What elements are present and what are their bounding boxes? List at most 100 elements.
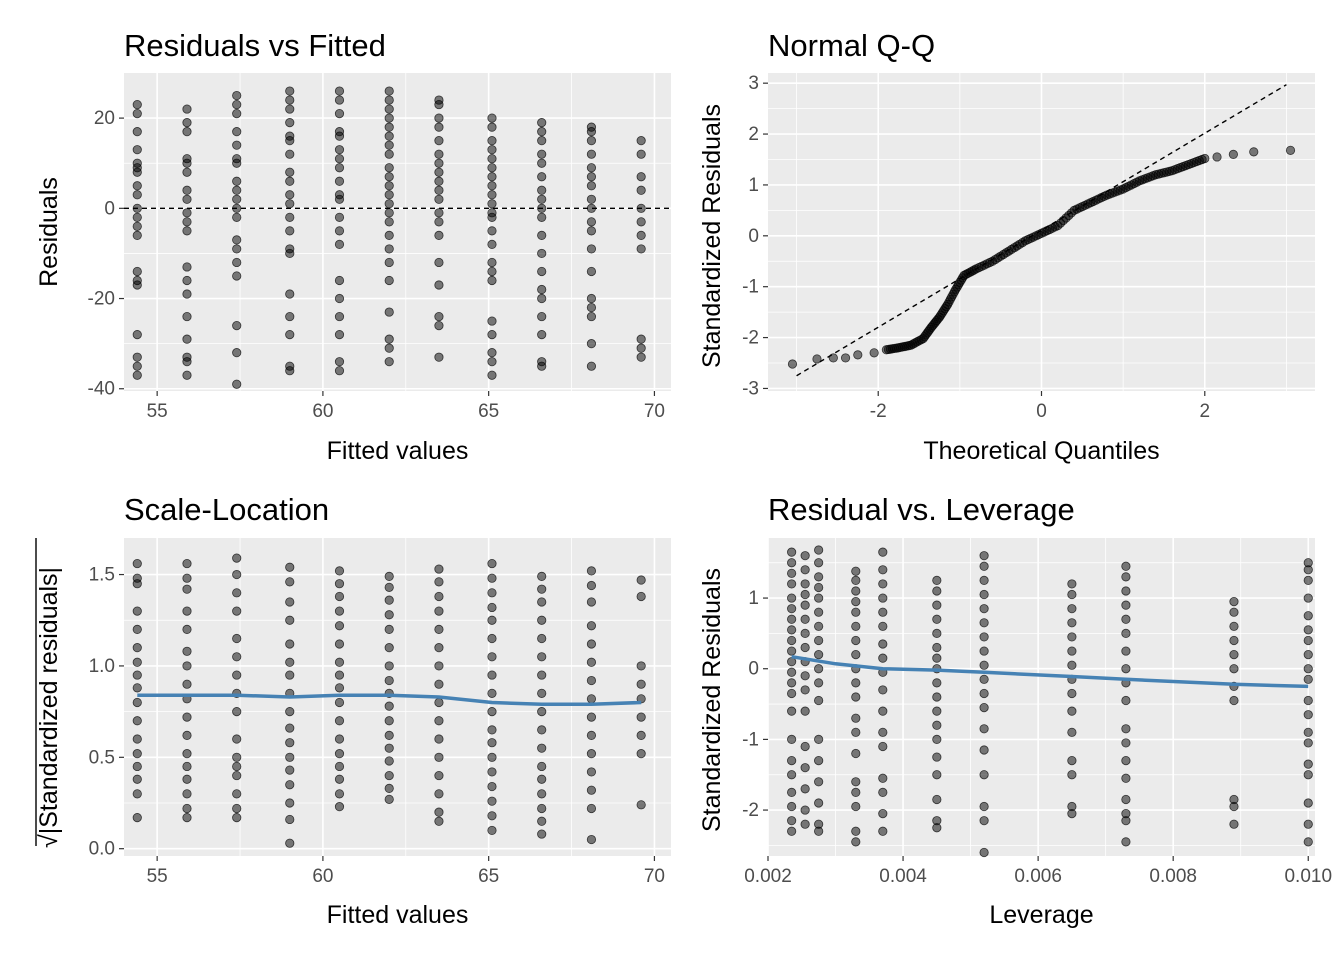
- data-point: [814, 664, 824, 674]
- data-point: [851, 826, 861, 836]
- data-point: [636, 203, 646, 213]
- data-point: [487, 615, 497, 625]
- panel-title: Residual vs. Leverage: [768, 492, 1075, 527]
- data-point: [132, 330, 142, 340]
- data-point: [434, 208, 444, 218]
- data-point: [787, 734, 797, 745]
- x-tick-label: 70: [644, 866, 665, 887]
- panel-title: Scale-Location: [124, 492, 329, 527]
- data-point: [132, 221, 142, 231]
- data-point: [851, 748, 861, 759]
- data-point: [334, 761, 345, 772]
- data-point: [1303, 593, 1313, 603]
- data-point: [182, 370, 192, 380]
- data-point: [132, 761, 142, 772]
- data-point: [182, 158, 192, 168]
- data-point: [851, 596, 861, 607]
- data-point: [1303, 674, 1313, 684]
- x-tick-label: 55: [147, 401, 168, 422]
- data-point: [182, 104, 192, 114]
- data-point: [878, 706, 888, 716]
- data-point: [434, 643, 444, 653]
- y-tick-label: 0: [104, 198, 115, 219]
- data-point: [853, 350, 863, 360]
- panel-normal-qq: Normal Q-Q -2 0 2 -3 -2 -1 0 1 2 3 Theoretical Q…: [698, 28, 1315, 465]
- panel-title: Normal Q-Q: [768, 28, 935, 63]
- data-point: [434, 770, 444, 781]
- data-point: [232, 813, 242, 823]
- data-point: [434, 99, 444, 110]
- data-point: [487, 781, 497, 792]
- data-point: [132, 230, 142, 240]
- data-point: [487, 738, 497, 748]
- data-point: [132, 203, 142, 213]
- data-point: [434, 320, 444, 331]
- data-point: [878, 653, 888, 663]
- data-point: [285, 765, 295, 775]
- data-point: [132, 657, 142, 667]
- data-point: [434, 661, 444, 671]
- data-point: [334, 579, 345, 589]
- data-point: [586, 657, 597, 667]
- data-point: [487, 154, 497, 164]
- data-point: [1303, 611, 1313, 621]
- scatter-points: [132, 553, 646, 848]
- data-point: [285, 707, 295, 717]
- data-point: [232, 569, 242, 580]
- data-point: [537, 194, 547, 204]
- data-point: [384, 730, 394, 740]
- data-point: [979, 551, 989, 561]
- data-point: [132, 361, 142, 371]
- x-tick-label: 0.008: [1149, 866, 1197, 887]
- data-point: [979, 589, 989, 600]
- data-point: [1303, 837, 1313, 847]
- data-point: [487, 573, 497, 583]
- data-point: [334, 697, 345, 708]
- data-point: [1303, 738, 1313, 748]
- x-ticks: 55 60 65 70: [147, 391, 665, 422]
- data-point: [434, 136, 444, 146]
- data-point: [537, 118, 547, 128]
- data-point: [182, 167, 192, 177]
- data-point: [586, 194, 597, 204]
- data-point: [636, 217, 646, 227]
- data-point: [787, 787, 797, 798]
- data-point: [182, 661, 192, 671]
- data-point: [487, 266, 497, 277]
- data-point: [1067, 618, 1077, 628]
- data-point: [787, 547, 797, 557]
- data-point: [1303, 565, 1313, 575]
- data-point: [1067, 755, 1077, 766]
- data-point: [232, 203, 242, 213]
- data-point: [384, 208, 394, 218]
- data-point: [132, 606, 142, 616]
- data-point: [334, 657, 345, 667]
- data-point: [285, 577, 295, 587]
- data-point: [182, 712, 192, 722]
- data-point: [787, 646, 797, 656]
- data-point: [132, 266, 142, 277]
- data-point: [182, 208, 192, 218]
- data-point: [182, 357, 192, 367]
- data-point: [851, 586, 861, 596]
- data-point: [132, 643, 142, 653]
- data-point: [334, 330, 345, 340]
- data-point: [537, 185, 547, 195]
- data-point: [1228, 149, 1238, 160]
- data-point: [434, 167, 444, 177]
- data-point: [1285, 145, 1296, 155]
- data-point: [1229, 621, 1239, 631]
- data-point: [586, 712, 597, 722]
- data-point: [586, 266, 597, 277]
- data-point: [182, 573, 192, 583]
- data-point: [487, 602, 497, 613]
- data-point: [232, 770, 242, 781]
- data-point: [132, 670, 142, 680]
- data-point: [285, 738, 295, 748]
- y-ticks: -2 -1 0 1: [742, 588, 768, 821]
- data-point: [182, 646, 192, 656]
- data-point: [979, 561, 989, 571]
- data-point: [586, 339, 597, 349]
- data-point: [1121, 695, 1131, 706]
- data-point: [537, 230, 547, 240]
